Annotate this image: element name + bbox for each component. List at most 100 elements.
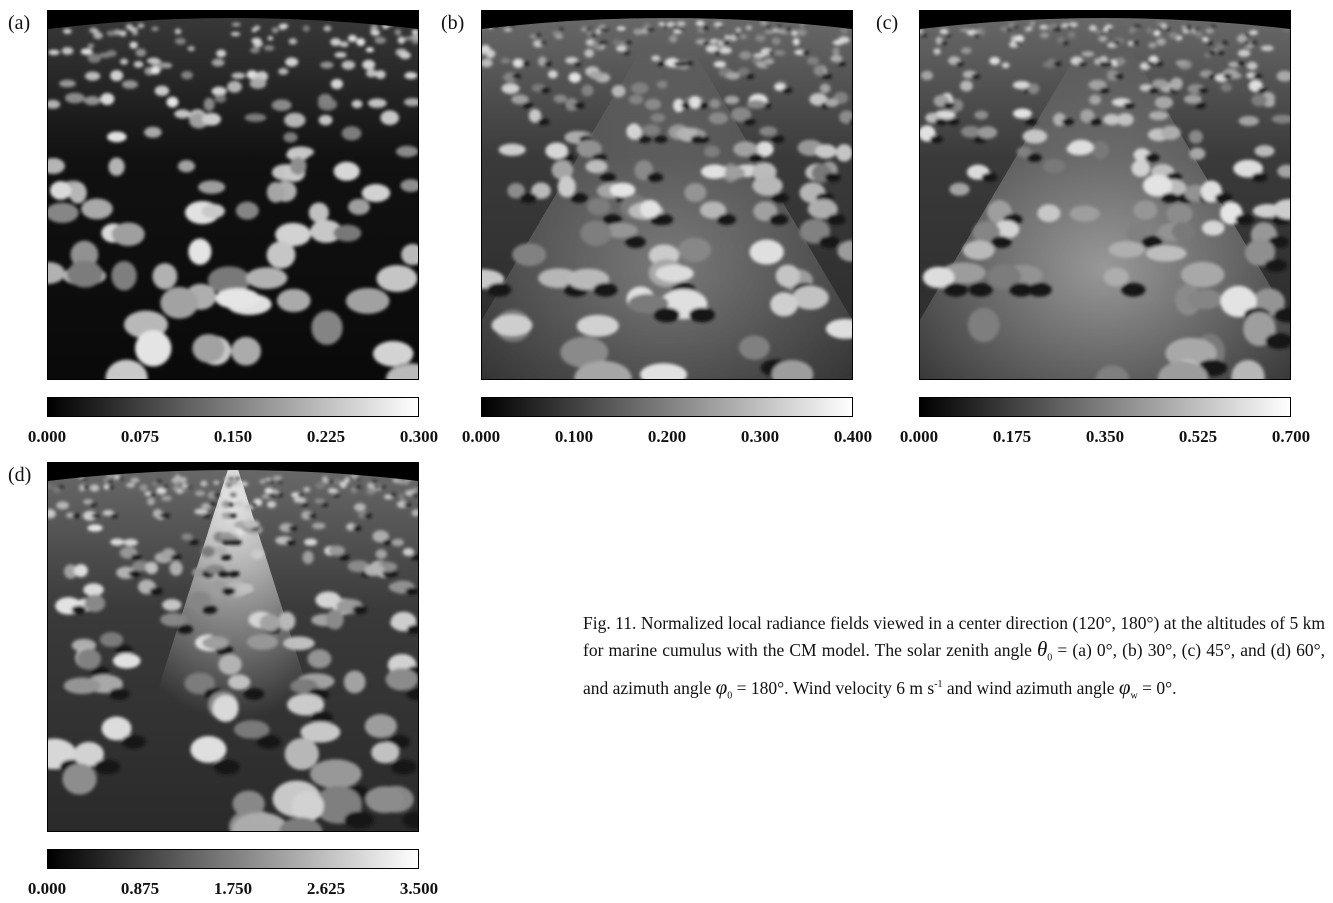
cloud-shadow xyxy=(1090,118,1102,125)
cloud-shadow xyxy=(746,74,755,79)
cloud xyxy=(589,71,604,79)
cloud xyxy=(739,34,747,39)
cloud xyxy=(773,50,785,56)
cloud xyxy=(617,26,626,30)
colorbar xyxy=(481,397,853,417)
cloud-shadow xyxy=(1252,173,1268,182)
cloud-shadow xyxy=(1161,193,1178,203)
cloud xyxy=(267,501,276,508)
cloud xyxy=(548,70,558,78)
cloud-shadow xyxy=(1198,88,1208,94)
cloud xyxy=(130,42,138,49)
cloud xyxy=(310,759,362,788)
cloud xyxy=(364,564,383,576)
colorbar-tick-label: 0.150 xyxy=(214,427,252,447)
panel-label: (d) xyxy=(8,464,31,487)
cloud xyxy=(726,72,740,80)
colorbar-tick-label: 0.875 xyxy=(121,879,159,899)
cloud-shadow xyxy=(355,486,361,489)
cloud xyxy=(1161,126,1181,140)
cloud-shadow xyxy=(1015,41,1021,45)
cloud xyxy=(323,25,331,31)
cloud xyxy=(978,126,997,139)
cloud xyxy=(267,241,296,268)
cloud xyxy=(309,202,329,222)
cloud xyxy=(162,599,181,611)
colorbar-tick-label: 0.175 xyxy=(993,427,1031,447)
cloud-shadow xyxy=(540,41,546,45)
cloud-shadow xyxy=(654,214,673,225)
cloud xyxy=(1239,116,1260,126)
cloud-shadow xyxy=(110,514,118,518)
cloud xyxy=(746,100,765,109)
cloud-shadow xyxy=(599,28,604,31)
cloud xyxy=(968,308,1000,342)
cloud xyxy=(234,500,244,507)
cloud-shadow xyxy=(118,477,123,480)
cloud-shadow xyxy=(991,236,1012,248)
cloud xyxy=(232,23,241,27)
cloud xyxy=(371,24,378,30)
cloud-shadow xyxy=(150,587,163,595)
cloud xyxy=(830,55,842,62)
cloud-shadow xyxy=(1265,259,1287,272)
cloud xyxy=(107,132,127,143)
cloud-shadow xyxy=(771,135,784,143)
cloud xyxy=(1148,42,1156,48)
caption-subscript: w xyxy=(1131,690,1138,701)
cloud xyxy=(312,523,326,530)
cloud xyxy=(793,38,800,45)
cloud-shadow xyxy=(689,308,715,323)
cloud xyxy=(62,763,96,794)
cloud-shadow xyxy=(156,480,161,483)
cloud xyxy=(836,144,852,161)
cloud-shadow xyxy=(1235,214,1254,225)
cloud xyxy=(1015,35,1024,42)
cloud xyxy=(513,58,523,67)
cloud-shadow xyxy=(538,118,550,125)
cloud-shadow xyxy=(383,540,393,546)
panel-label: (c) xyxy=(876,12,898,35)
cloud xyxy=(1037,204,1060,222)
cloud xyxy=(247,634,279,650)
cloud xyxy=(1172,222,1194,242)
cloud xyxy=(815,144,837,158)
cloud-shadow xyxy=(1062,41,1068,45)
cloud xyxy=(755,35,765,42)
cloud xyxy=(1043,159,1065,173)
cloud xyxy=(315,482,326,489)
cloud xyxy=(244,520,259,528)
cloud-shadow xyxy=(122,735,146,749)
cloud-shadow xyxy=(213,493,219,497)
cloud-shadow xyxy=(625,41,631,45)
cloud-shadow xyxy=(235,477,240,480)
cloud-shadow xyxy=(819,236,840,248)
cloud xyxy=(251,38,261,44)
cloud xyxy=(1129,28,1135,33)
cloud-shadow xyxy=(1155,62,1163,66)
cloud xyxy=(1068,32,1076,39)
cloud xyxy=(232,72,246,78)
cloud xyxy=(339,41,348,47)
cloud xyxy=(709,112,728,124)
cloud-shadow xyxy=(250,503,257,507)
cloud xyxy=(403,548,414,556)
cloud xyxy=(342,126,362,140)
cloud xyxy=(1094,30,1102,34)
cloud xyxy=(776,265,800,288)
cloud xyxy=(160,613,187,627)
cloud xyxy=(492,315,533,337)
cloud xyxy=(392,539,404,547)
cloud xyxy=(284,113,305,128)
cloud-shadow xyxy=(593,283,617,297)
cloud-shadow xyxy=(825,173,841,182)
cloud-shadow xyxy=(108,486,114,489)
cloud xyxy=(181,483,187,488)
cloud xyxy=(669,35,677,42)
cloud xyxy=(499,144,526,156)
cloud-shadow xyxy=(1243,41,1249,45)
cloud xyxy=(292,791,324,821)
cloud xyxy=(303,25,310,31)
colorbar-tick-label: 0.300 xyxy=(741,427,779,447)
cloud xyxy=(50,181,71,200)
